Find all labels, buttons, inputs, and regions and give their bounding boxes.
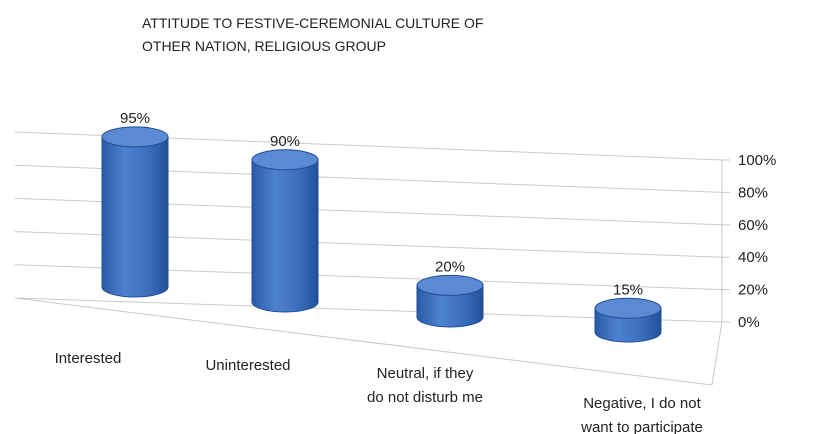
category-label: Uninterested [205,357,290,374]
y-tick-label: 20% [738,282,768,299]
category-label: want to participate [580,419,703,434]
value-label: 20% [435,258,465,275]
value-labels: 95% 90% 20% 15% [120,110,643,298]
y-tick-label: 80% [738,184,768,201]
y-tick-label: 100% [738,152,776,169]
value-label: 15% [613,281,643,298]
chart-title: ATTITUDE TO FESTIVE-CEREMONIAL CULTURE O… [142,15,483,54]
category-label: do not disturb me [367,389,483,406]
y-tick-label: 60% [738,217,768,234]
bar-3-top [594,297,662,319]
y-tick-label: 0% [738,314,760,331]
value-label: 95% [120,110,150,127]
chart-title-line: ATTITUDE TO FESTIVE-CEREMONIAL CULTURE O… [142,15,483,31]
bars [101,126,662,343]
category-label: Negative, I do not [583,395,701,412]
floor-edge [14,297,713,386]
category-labels: Interested Uninterested Neutral, if they do… [55,350,703,434]
bar-1-top [251,149,319,171]
y-tick-label: 40% [738,249,768,266]
category-label: Interested [55,350,122,367]
chart-title-line: OTHER NATION, RELIGIOUS GROUP [142,38,386,54]
y-axis-ticks: 0% 20% 40% 60% 80% 100% [738,152,776,331]
category-label: Neutral, if they [377,365,474,382]
bar-0-top [101,126,169,148]
bar-1-body [251,159,319,313]
bar-2-top [416,274,484,296]
bar-2-body [416,284,484,328]
bar-0-body [101,136,169,298]
value-label: 90% [270,133,300,150]
floor-edge [711,321,723,386]
